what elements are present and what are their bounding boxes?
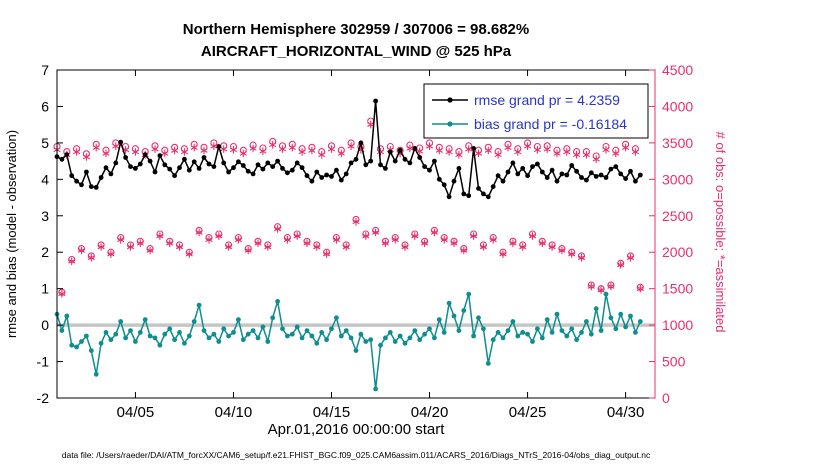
y-left-tick-label: 7 xyxy=(41,62,49,78)
axes: -2 -1 0 1 2 3 4 5 6 7 0 500 1000 1500 2000 2500 3000 3500… xyxy=(37,62,694,421)
y-right-tick-label: 4000 xyxy=(662,98,693,114)
y-left-tick-label: 4 xyxy=(41,171,49,187)
bias-series xyxy=(54,291,643,392)
y-right-tick-label: 0 xyxy=(662,390,670,406)
x-tick-label: 04/15 xyxy=(313,404,351,421)
y-left-tick-label: 5 xyxy=(41,135,49,151)
y-left-tick-label: 2 xyxy=(41,244,49,260)
y-right-tick-label: 3000 xyxy=(662,171,693,187)
chart-subtitle: AIRCRAFT_HORIZONTAL_WIND @ 525 hPa xyxy=(201,43,512,60)
legend: rmse grand pr = 4.2359 bias grand pr = -0… xyxy=(423,83,649,139)
y-left-tick-label: -2 xyxy=(37,390,50,406)
x-axis-label: Apr.01,2016 00:00:00 start xyxy=(268,421,446,438)
x-tick-label: 04/25 xyxy=(509,404,547,421)
legend-label: rmse grand pr = 4.2359 xyxy=(474,92,620,108)
y-right-tick-label: 1500 xyxy=(662,281,693,297)
x-tick-label: 04/20 xyxy=(411,404,449,421)
y-axis-left-label: rmse and bias (model - observation) xyxy=(4,130,19,338)
y-left-tick-label: 0 xyxy=(41,317,49,333)
legend-label: bias grand pr = -0.16184 xyxy=(474,116,627,132)
x-tick-label: 04/30 xyxy=(607,404,645,421)
y-left-tick-label: 1 xyxy=(41,281,49,297)
rmse-series xyxy=(54,98,643,200)
y-right-tick-label: 2000 xyxy=(662,244,693,260)
data-file-caption: data file: /Users/raeder/DAI/ATM_forcXX/… xyxy=(62,450,651,460)
y-left-tick-label: 3 xyxy=(41,208,49,224)
x-tick-label: 04/05 xyxy=(117,404,155,421)
chart-title: Northern Hemisphere 302959 / 307006 = 98… xyxy=(183,21,529,38)
y-right-tick-label: 3500 xyxy=(662,135,693,151)
y-right-tick-label: 2500 xyxy=(662,208,693,224)
y-right-tick-label: 500 xyxy=(662,354,686,370)
y-right-tick-label: 4500 xyxy=(662,62,693,78)
y-right-tick-label: 1000 xyxy=(662,317,693,333)
y-left-tick-label: -1 xyxy=(37,354,50,370)
x-tick-label: 04/10 xyxy=(215,404,253,421)
y-axis-right-label: # of obs: o=possible; *=assimilated xyxy=(713,132,728,333)
y-left-tick-label: 6 xyxy=(41,98,49,114)
